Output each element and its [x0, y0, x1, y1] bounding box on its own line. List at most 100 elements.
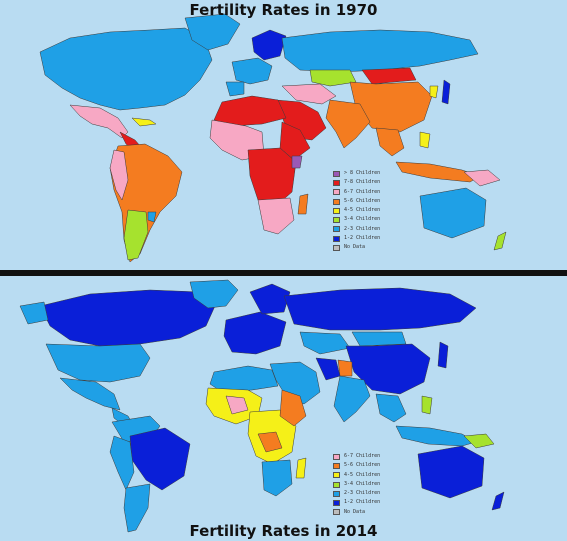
region-central-asia — [309, 69, 357, 87]
legend-label: 6-7 Children — [344, 188, 381, 195]
legend-swatch — [333, 217, 340, 224]
legend-2014: 6-7 Children 5-6 Children 4-5 Children 3… — [333, 452, 380, 517]
region-uruguay — [147, 211, 157, 223]
legend-item: 5-6 Children — [333, 197, 380, 206]
legend-label: 2-3 Children — [344, 225, 381, 232]
region-indonesia — [395, 425, 477, 447]
region-australia — [419, 187, 487, 239]
legend-item: 6-7 Children — [333, 188, 380, 197]
region-north-africa — [213, 95, 287, 127]
region-south-asia — [333, 375, 371, 423]
panel-divider — [0, 270, 567, 276]
region-north-africa — [209, 365, 279, 393]
legend-swatch — [333, 179, 340, 186]
region-south-asia — [325, 99, 371, 149]
region-mexico — [59, 377, 121, 411]
region-greenland — [184, 13, 241, 51]
region-europe-west — [231, 57, 273, 85]
legend-item: No Data — [333, 243, 380, 252]
legend-1970: > 8 Children 7-8 Children 6-7 Children 5… — [333, 169, 380, 253]
region-scandinavia — [251, 29, 287, 61]
region-philippines — [421, 395, 433, 415]
region-mongolia — [361, 67, 417, 85]
region-new-guinea — [463, 433, 495, 449]
region-china — [345, 343, 431, 395]
legend-swatch — [333, 462, 340, 469]
region-usa — [45, 343, 151, 383]
legend-label: 5-6 Children — [344, 197, 381, 204]
legend-label: 1-2 Children — [344, 235, 381, 242]
legend-label: 3-4 Children — [344, 216, 381, 223]
legend-item: 6-7 Children — [333, 452, 380, 461]
legend-swatch — [333, 472, 340, 479]
legend-label: No Data — [344, 508, 366, 515]
legend-item: 2-3 Children — [333, 225, 380, 234]
region-congo — [257, 431, 283, 453]
legend-label: 2-3 Children — [344, 490, 381, 497]
legend-item: 1-2 Children — [333, 234, 380, 243]
region-argentina — [123, 209, 149, 261]
map-title-1970: Fertility Rates in 1970 — [189, 1, 378, 19]
legend-item: 1-2 Children — [333, 498, 380, 507]
region-southern-africa — [261, 459, 293, 497]
region-greenland — [189, 279, 239, 309]
region-southern-cone — [123, 483, 151, 533]
legend-label: 3-4 Children — [344, 480, 381, 487]
region-russia — [283, 287, 477, 331]
region-east-africa — [279, 389, 307, 427]
region-korea — [429, 85, 439, 99]
legend-label: No Data — [344, 244, 366, 251]
world-map-1970 — [39, 13, 507, 263]
region-ussr — [281, 29, 479, 73]
legend-swatch — [333, 189, 340, 196]
region-andes — [109, 435, 135, 491]
legend-swatch — [333, 198, 340, 205]
legend-item: 4-5 Children — [333, 206, 380, 215]
region-east-africa-purple — [291, 155, 303, 169]
region-new-zealand — [491, 491, 505, 511]
region-philippines — [419, 131, 431, 149]
region-horn-africa — [279, 121, 311, 161]
region-turkey-iran — [281, 83, 337, 105]
map-panel-2014: Fertility Rates in 2014 6-7 Children 5-6… — [0, 276, 567, 541]
legend-swatch — [333, 481, 340, 488]
region-southeast-asia — [375, 393, 407, 423]
legend-item: 2-3 Children — [333, 489, 380, 498]
legend-swatch — [333, 245, 340, 252]
legend-swatch — [333, 490, 340, 497]
legend-label: 7-8 Children — [344, 179, 381, 186]
region-japan — [437, 341, 449, 369]
legend-swatch — [333, 226, 340, 233]
map-panel-1970: Fertility Rates in 1970 > 8 Children 7-8… — [0, 0, 567, 270]
region-brazil — [129, 427, 191, 491]
legend-item: > 8 Children — [333, 169, 380, 178]
legend-swatch — [333, 500, 340, 507]
region-japan — [441, 79, 451, 105]
legend-label: 4-5 Children — [344, 471, 381, 478]
region-europe — [223, 311, 287, 355]
region-mexico — [69, 104, 129, 139]
region-scandinavia — [249, 283, 291, 315]
legend-item: No Data — [333, 508, 380, 517]
region-iran — [315, 357, 341, 381]
legend-swatch — [333, 453, 340, 460]
legend-swatch — [333, 509, 340, 516]
region-mongolia — [351, 331, 407, 347]
region-andes — [109, 149, 129, 201]
region-iberia — [225, 81, 245, 97]
region-new-zealand — [493, 231, 507, 251]
legend-label: 5-6 Children — [344, 462, 381, 469]
map-title-2014: Fertility Rates in 2014 — [189, 522, 378, 540]
region-canada — [39, 289, 216, 347]
legend-swatch — [333, 170, 340, 177]
region-new-guinea — [463, 169, 501, 187]
legend-label: 6-7 Children — [344, 453, 381, 459]
legend-item: 3-4 Children — [333, 215, 380, 224]
region-madagascar — [297, 193, 309, 215]
region-caribbean — [131, 117, 157, 127]
legend-item: 7-8 Children — [333, 178, 380, 187]
legend-item: 4-5 Children — [333, 471, 380, 480]
region-australia — [417, 445, 485, 499]
legend-label: > 8 Children — [344, 170, 381, 176]
legend-swatch — [333, 235, 340, 242]
